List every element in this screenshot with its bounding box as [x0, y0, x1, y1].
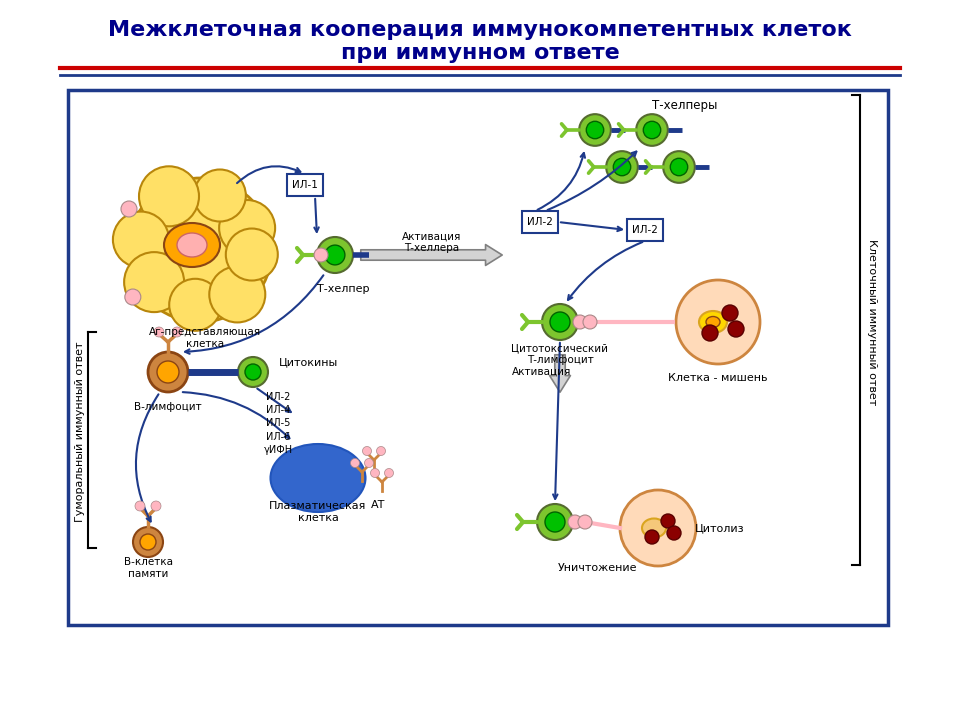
Circle shape — [578, 515, 592, 529]
Circle shape — [667, 526, 681, 540]
Circle shape — [573, 315, 587, 329]
Circle shape — [135, 501, 145, 511]
Circle shape — [128, 178, 272, 322]
Circle shape — [722, 305, 738, 321]
Circle shape — [139, 166, 199, 226]
Circle shape — [661, 514, 675, 528]
Text: при иммунном ответе: при иммунном ответе — [341, 43, 619, 63]
Circle shape — [537, 504, 573, 540]
Circle shape — [371, 469, 379, 477]
Circle shape — [169, 279, 221, 330]
Ellipse shape — [164, 223, 220, 267]
Text: Цитотоксический
Т-лимфоцит: Цитотоксический Т-лимфоцит — [512, 343, 609, 365]
Circle shape — [568, 515, 582, 529]
Circle shape — [676, 280, 760, 364]
Circle shape — [613, 158, 631, 176]
Circle shape — [226, 228, 277, 281]
Circle shape — [157, 361, 179, 383]
Circle shape — [219, 200, 276, 256]
Text: Межклеточная кооперация иммунокомпетентных клеток: Межклеточная кооперация иммунокомпетентн… — [108, 20, 852, 40]
Bar — [627, 219, 663, 241]
Text: ИЛ-2: ИЛ-2 — [632, 225, 658, 235]
Circle shape — [542, 304, 578, 340]
Circle shape — [583, 315, 597, 329]
Ellipse shape — [177, 233, 207, 257]
Bar — [68, 90, 888, 625]
Text: Клеточный иммунный ответ: Клеточный иммунный ответ — [867, 239, 877, 405]
Circle shape — [350, 459, 359, 467]
Circle shape — [550, 312, 570, 332]
Text: Цитокины: Цитокины — [278, 357, 338, 367]
Text: Уничтожение: Уничтожение — [559, 563, 637, 573]
Circle shape — [365, 459, 373, 467]
Text: Т-хелперы: Т-хелперы — [652, 99, 718, 112]
Circle shape — [376, 446, 386, 456]
Text: ИЛ-2
ИЛ-4
ИЛ-5
ИЛ-6
γИФН: ИЛ-2 ИЛ-4 ИЛ-5 ИЛ-6 γИФН — [263, 392, 293, 455]
Text: В-лимфоцит: В-лимфоцит — [134, 402, 202, 412]
Circle shape — [636, 114, 668, 146]
Circle shape — [606, 151, 637, 183]
Text: В-клетка
памяти: В-клетка памяти — [124, 557, 173, 579]
Text: Т-хелпер: Т-хелпер — [317, 284, 370, 294]
Text: Активация: Активация — [513, 367, 572, 377]
Circle shape — [245, 364, 261, 380]
Circle shape — [209, 266, 265, 323]
Bar — [287, 174, 323, 196]
Circle shape — [620, 490, 696, 566]
Text: ИЛ-1: ИЛ-1 — [292, 180, 318, 190]
Circle shape — [154, 327, 164, 337]
Circle shape — [314, 248, 328, 262]
Circle shape — [124, 252, 184, 312]
Ellipse shape — [706, 317, 720, 328]
Circle shape — [645, 530, 659, 544]
Text: Активация
Т-хеллера: Активация Т-хеллера — [402, 231, 462, 253]
Text: Цитолиз: Цитолиз — [695, 523, 745, 533]
Ellipse shape — [642, 518, 666, 538]
Text: Клетка - мишень: Клетка - мишень — [668, 373, 768, 383]
Circle shape — [579, 114, 611, 146]
Circle shape — [325, 245, 345, 265]
Text: Аг-представляющая
клетка: Аг-представляющая клетка — [149, 327, 261, 348]
Circle shape — [587, 121, 604, 139]
Circle shape — [317, 237, 353, 273]
Circle shape — [172, 327, 182, 337]
Circle shape — [151, 501, 161, 511]
Ellipse shape — [271, 444, 366, 512]
Circle shape — [663, 151, 695, 183]
Circle shape — [728, 321, 744, 337]
Circle shape — [643, 121, 660, 139]
Text: Плазматическая
клетка: Плазматическая клетка — [270, 501, 367, 523]
Circle shape — [148, 352, 188, 392]
Circle shape — [125, 289, 141, 305]
Circle shape — [363, 446, 372, 456]
Circle shape — [670, 158, 687, 176]
Circle shape — [545, 512, 565, 532]
Circle shape — [133, 527, 163, 557]
Circle shape — [121, 201, 137, 217]
Text: ИЛ-2: ИЛ-2 — [527, 217, 553, 227]
Text: Гуморальный иммунный ответ: Гуморальный иммунный ответ — [75, 342, 85, 522]
Ellipse shape — [699, 311, 727, 333]
Circle shape — [140, 534, 156, 550]
Text: АТ: АТ — [371, 500, 385, 510]
Circle shape — [385, 469, 394, 477]
Circle shape — [194, 169, 246, 222]
Circle shape — [113, 212, 169, 268]
Circle shape — [238, 357, 268, 387]
Circle shape — [702, 325, 718, 341]
Bar — [522, 211, 558, 233]
